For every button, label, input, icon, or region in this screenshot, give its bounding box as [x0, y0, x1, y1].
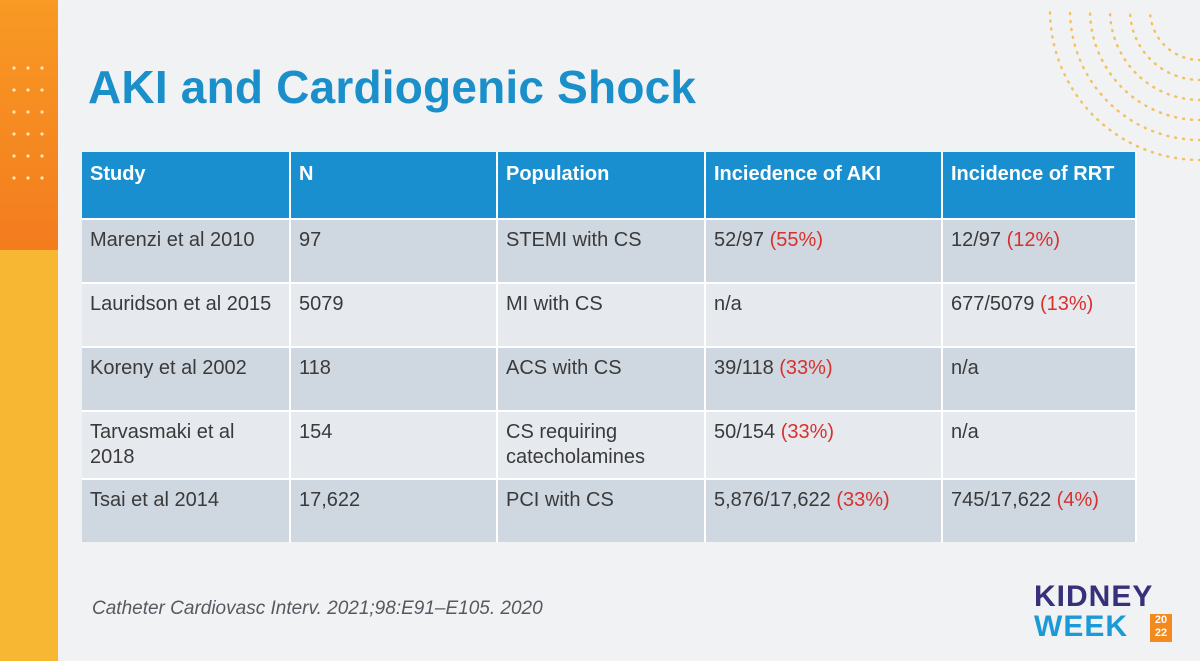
- rrt-percent: (4%): [1056, 489, 1099, 511]
- aki-percent: (33%): [780, 421, 835, 443]
- logo-text-week: WEEK: [1034, 610, 1128, 643]
- cell-population: PCI with CS: [497, 478, 706, 542]
- cell-rrt: n/a: [942, 410, 1137, 479]
- aki-count: 5,876/17,622: [714, 489, 831, 511]
- rrt-count: 12/97: [951, 229, 1002, 251]
- cell-study: Koreny et al 2002: [82, 346, 291, 411]
- cell-n: 17,622: [290, 478, 498, 542]
- studies-table: Study N Population Inciedence of AKI Inc…: [82, 152, 1137, 542]
- cell-population: STEMI with CS: [497, 218, 706, 283]
- cell-rrt: 12/97 (12%): [942, 218, 1137, 283]
- cell-study: Tarvasmaki et al 2018: [82, 410, 291, 479]
- kidney-week-logo: KIDNEY WEEK 20 22: [1034, 580, 1184, 644]
- aki-count: 39/118: [714, 357, 774, 379]
- cell-population: MI with CS: [497, 282, 706, 347]
- aki-count: n/a: [714, 293, 742, 315]
- cell-rrt: 745/17,622 (4%): [942, 478, 1137, 542]
- cell-population: CS requiring catecholamines: [497, 410, 706, 479]
- aki-count: 52/97: [714, 229, 765, 251]
- cell-study: Lauridson et al 2015: [82, 282, 291, 347]
- header-n: N: [290, 152, 498, 219]
- header-rrt-incidence: Incidence of RRT: [942, 152, 1137, 219]
- header-study: Study: [82, 152, 291, 219]
- dot-pattern-decoration: [12, 66, 44, 180]
- cell-aki: 39/118 (33%): [705, 346, 943, 411]
- dotted-arc-decoration: [1048, 8, 1200, 162]
- rrt-percent: (13%): [1039, 293, 1094, 315]
- logo-year-bottom: 22: [1154, 627, 1168, 639]
- header-population: Population: [497, 152, 706, 219]
- cell-n: 118: [290, 346, 498, 411]
- slide-title: AKI and Cardiogenic Shock: [88, 61, 697, 113]
- table-header-row: Study N Population Inciedence of AKI Inc…: [82, 152, 1137, 219]
- cell-aki: 5,876/17,622 (33%): [705, 478, 943, 542]
- table-row: Tarvasmaki et al 2018 154 CS requiring c…: [82, 410, 1137, 479]
- cell-n: 97: [290, 218, 498, 283]
- cell-aki: 52/97 (55%): [705, 218, 943, 283]
- cell-n: 154: [290, 410, 498, 479]
- aki-percent: (33%): [779, 357, 833, 379]
- cell-n: 5079: [290, 282, 498, 347]
- cell-aki: 50/154 (33%): [705, 410, 943, 479]
- header-aki-incidence: Inciedence of AKI: [705, 152, 943, 219]
- rrt-percent: (12%): [1006, 229, 1060, 251]
- table-row: Tsai et al 2014 17,622 PCI with CS 5,876…: [82, 478, 1137, 542]
- table-row: Koreny et al 2002 118 ACS with CS 39/118…: [82, 346, 1137, 411]
- cell-population: ACS with CS: [497, 346, 706, 411]
- logo-year-top: 20: [1154, 614, 1168, 626]
- cell-rrt: 677/5079 (13%): [942, 282, 1137, 347]
- logo-year-badge: 20 22: [1150, 614, 1172, 642]
- cell-study: Marenzi et al 2010: [82, 218, 291, 283]
- rrt-count: 677/5079: [951, 293, 1035, 315]
- table-row: Marenzi et al 2010 97 STEMI with CS 52/9…: [82, 218, 1137, 283]
- cell-aki: n/a: [705, 282, 943, 347]
- aki-percent: (33%): [836, 489, 890, 511]
- rrt-count: 745/17,622: [951, 489, 1052, 511]
- citation: Catheter Cardiovasc Interv. 2021;98:E91–…: [92, 598, 543, 619]
- aki-percent: (55%): [769, 229, 823, 251]
- rrt-count: n/a: [951, 421, 979, 443]
- cell-rrt: n/a: [942, 346, 1137, 411]
- rrt-count: n/a: [951, 357, 979, 379]
- logo-text-kidney: KIDNEY: [1034, 580, 1154, 613]
- table-row: Lauridson et al 2015 5079 MI with CS n/a…: [82, 282, 1137, 347]
- cell-study: Tsai et al 2014: [82, 478, 291, 542]
- aki-count: 50/154: [714, 421, 776, 443]
- yellow-accent-stripe: [0, 250, 58, 661]
